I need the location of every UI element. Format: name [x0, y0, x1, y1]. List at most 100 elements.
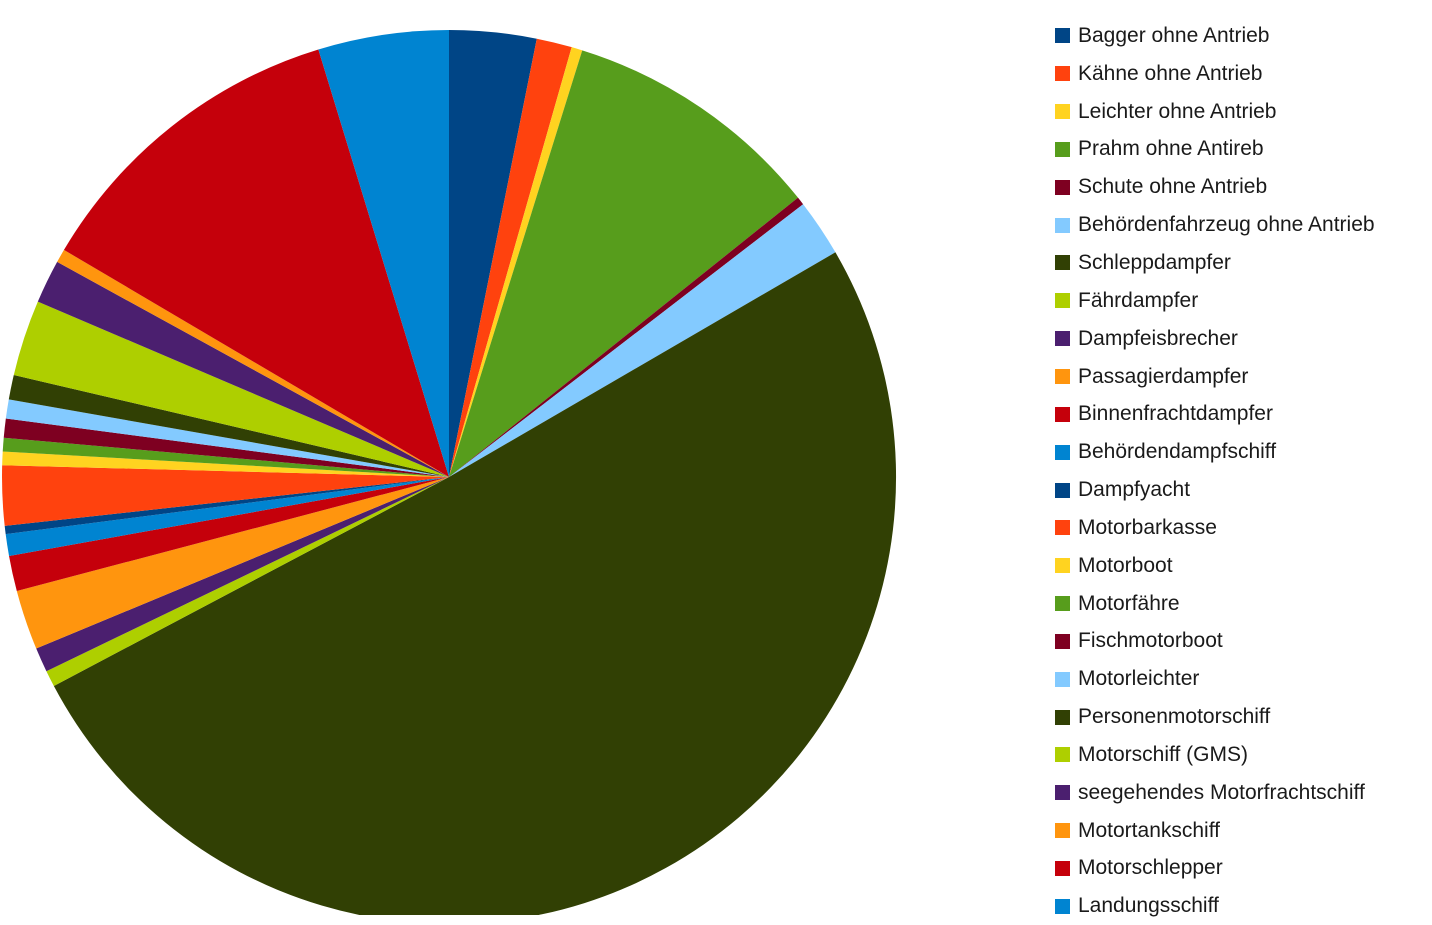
legend-label: Kähne ohne Antrieb — [1078, 61, 1263, 85]
legend-swatch — [1055, 444, 1070, 460]
legend-swatch — [1055, 671, 1070, 687]
legend-label: Motorschlepper — [1078, 856, 1223, 880]
pie-slice-3 — [449, 50, 798, 477]
legend-label: Schute ohne Antrieb — [1078, 175, 1268, 199]
pie-slice-19 — [46, 477, 450, 686]
legend-label: Dampfyacht — [1078, 478, 1191, 502]
pie-slice-35 — [318, 30, 449, 477]
legend-swatch — [1055, 406, 1070, 422]
legend-item: Personenmotorschiff — [1055, 698, 1375, 736]
pie-slice-24 — [4, 477, 449, 535]
legend-label: Fischmotorboot — [1078, 629, 1223, 653]
legend-item: Motorschlepper — [1055, 850, 1375, 888]
legend-swatch — [1055, 823, 1070, 839]
legend-label: Schleppdampfer — [1078, 250, 1231, 274]
legend-item: Schute ohne Antrieb — [1055, 168, 1375, 206]
legend-swatch — [1055, 709, 1070, 725]
legend-swatch — [1055, 66, 1070, 82]
legend-item: Motorfähre — [1055, 585, 1375, 623]
legend-item: Landungsschiff — [1055, 887, 1375, 925]
legend-label: Behördenfahrzeug ohne Antrieb — [1078, 213, 1375, 237]
legend-item: Schleppdampfer — [1055, 244, 1375, 282]
legend-label: Personenmotorschiff — [1078, 705, 1271, 729]
pie-slice-29 — [5, 399, 449, 477]
legend-swatch — [1055, 747, 1070, 763]
pie-slice-4 — [449, 197, 804, 477]
legend-item: Fischmotorboot — [1055, 623, 1375, 661]
legend-swatch — [1055, 898, 1070, 914]
legend-label: Motorschiff (GMS) — [1078, 742, 1248, 766]
legend-swatch — [1055, 104, 1070, 120]
pie-slice-22 — [9, 477, 450, 592]
pie-slices — [1, 30, 896, 915]
pie-slice-26 — [2, 451, 450, 477]
legend-label: Behördendampfschiff — [1078, 440, 1277, 464]
legend-item: Leichter ohne Antrieb — [1055, 93, 1375, 131]
pie-slice-34 — [63, 49, 449, 477]
legend-item: Motorbarkasse — [1055, 509, 1375, 547]
legend-label: Motorbarkasse — [1078, 515, 1217, 539]
legend-swatch — [1055, 558, 1070, 574]
legend-swatch — [1055, 217, 1070, 233]
pie-slice-18 — [53, 252, 896, 915]
legend-item: Passagierdampfer — [1055, 358, 1375, 396]
pie-slice-21 — [16, 477, 449, 649]
legend-swatch — [1055, 293, 1070, 309]
legend-swatch — [1055, 141, 1070, 157]
legend-swatch — [1055, 785, 1070, 801]
pie-slice-25 — [1, 465, 450, 526]
legend-item: Motortankschiff — [1055, 812, 1375, 850]
legend-label: Bagger ohne Antrieb — [1078, 23, 1270, 47]
pie-slice-5 — [449, 204, 836, 477]
legend-swatch — [1055, 520, 1070, 536]
legend-item: Prahm ohne Antireb — [1055, 131, 1375, 169]
pie-slice-20 — [36, 477, 449, 672]
legend-item: Dampfeisbrecher — [1055, 320, 1375, 358]
pie-slice-31 — [13, 301, 449, 477]
legend-label: Passagierdampfer — [1078, 364, 1249, 388]
legend-swatch — [1055, 860, 1070, 876]
legend-label: Motorboot — [1078, 553, 1173, 577]
legend-label: Binnenfrachtdampfer — [1078, 402, 1273, 426]
legend-swatch — [1055, 179, 1070, 195]
pie-plot-area — [1, 30, 896, 915]
legend-item: seegehendes Motorfrachtschiff — [1055, 774, 1375, 812]
legend-label: Prahm ohne Antireb — [1078, 137, 1264, 161]
pie-slice-28 — [3, 418, 449, 477]
legend-item: Bagger ohne Antrieb — [1055, 17, 1375, 55]
legend: Bagger ohne Antrieb Kähne ohne Antrieb Lei… — [1055, 17, 1375, 925]
pie-slice-30 — [8, 375, 449, 477]
legend-swatch — [1055, 28, 1070, 44]
legend-item: Behördendampfschiff — [1055, 433, 1375, 471]
pie-slice-1 — [449, 38, 572, 478]
legend-label: Leichter ohne Antrieb — [1078, 99, 1277, 123]
pie-slice-27 — [2, 437, 449, 477]
legend-swatch — [1055, 255, 1070, 271]
legend-swatch — [1055, 331, 1070, 347]
legend-swatch — [1055, 596, 1070, 612]
legend-label: Motortankschiff — [1078, 818, 1221, 842]
pie-slice-23 — [5, 477, 449, 556]
legend-label: Fährdampfer — [1078, 288, 1199, 312]
legend-swatch — [1055, 369, 1070, 385]
pie-slice-2 — [449, 47, 583, 477]
legend-item: Dampfyacht — [1055, 471, 1375, 509]
legend-item: Motorboot — [1055, 547, 1375, 585]
legend-item: Kähne ohne Antrieb — [1055, 55, 1375, 93]
legend-label: Landungsschiff — [1078, 894, 1219, 918]
legend-label: Motorfähre — [1078, 591, 1180, 615]
legend-label: seegehendes Motorfrachtschiff — [1078, 780, 1365, 804]
pie-slice-33 — [57, 249, 449, 477]
legend-label: Motorleichter — [1078, 667, 1200, 691]
pie-slice-32 — [37, 261, 449, 477]
legend-swatch — [1055, 633, 1070, 649]
legend-label: Dampfeisbrecher — [1078, 326, 1238, 350]
pie-slice-0 — [449, 30, 537, 477]
legend-item: Motorleichter — [1055, 660, 1375, 698]
legend-item: Binnenfrachtdampfer — [1055, 395, 1375, 433]
legend-item: Motorschiff (GMS) — [1055, 736, 1375, 774]
legend-item: Behördenfahrzeug ohne Antrieb — [1055, 206, 1375, 244]
legend-item: Fährdampfer — [1055, 282, 1375, 320]
legend-swatch — [1055, 482, 1070, 498]
